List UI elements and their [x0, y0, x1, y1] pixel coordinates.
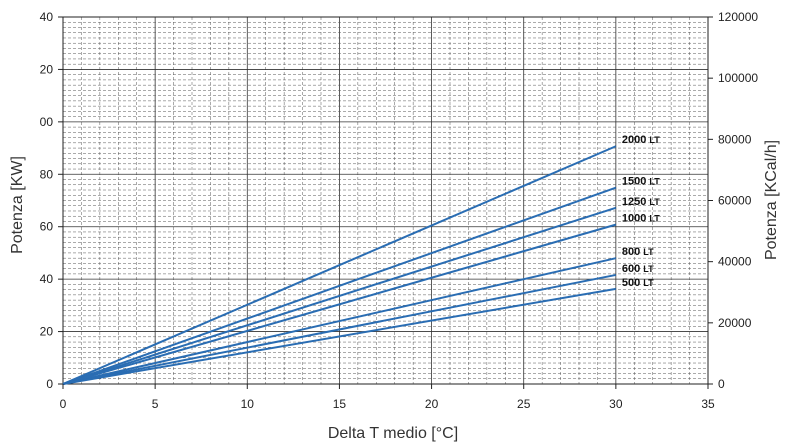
series-line-800: [62, 257, 617, 385]
y-tick-label: 00: [40, 115, 54, 129]
y2-tick-label: 100000: [718, 71, 758, 85]
y2-tick-label: 80000: [718, 132, 752, 146]
series-labels: 2000 LT 1500 LT 1250 LT 1000 LT 800 LT 600 LT…: [622, 134, 660, 289]
y2-tick-label: 0: [718, 377, 725, 391]
series-label-unit: LT: [643, 278, 654, 288]
x-tick-labels: 0 5 10 15 20 25 30 35: [60, 384, 715, 411]
series-line-1250: [62, 206, 617, 385]
series-label-1000: 1000 LT: [622, 213, 660, 225]
y2-tick-labels: 0 20000 40000 60000 80000 100000 120000: [708, 10, 758, 391]
series-label-unit: LT: [649, 214, 660, 224]
y-axis-title: Potenza [KW]: [9, 156, 26, 254]
series-lines: [62, 145, 617, 385]
series-line-600: [62, 273, 617, 385]
series-label-unit: LT: [649, 177, 660, 187]
series-label-1500: 1500 LT: [622, 176, 660, 188]
series-label-unit: LT: [649, 197, 660, 207]
x-tick-label: 10: [241, 397, 255, 411]
x-tick-label: 5: [152, 397, 159, 411]
x-tick-label: 25: [517, 397, 531, 411]
series-label-800: 800 LT: [622, 246, 654, 258]
y-tick-label: 20: [40, 62, 54, 76]
series-label-unit: LT: [649, 135, 660, 145]
x-tick-label: 35: [701, 397, 715, 411]
y2-axis-title: Potenza [KCal/h]: [763, 140, 780, 260]
series-line-1500: [62, 186, 617, 385]
series-line-2000: [62, 145, 617, 385]
series-line-1000: [62, 223, 617, 385]
series-label-2000: 2000 LT: [622, 134, 660, 146]
grid: [63, 17, 708, 384]
y-tick-label: 0: [46, 377, 53, 391]
x-tick-label: 30: [609, 397, 623, 411]
y-tick-label: 20: [40, 325, 54, 339]
y-tick-labels: 0 20 40 60 80 00 20 40: [40, 10, 63, 391]
y2-tick-label: 60000: [718, 194, 752, 208]
series-label-500: 500 LT: [622, 277, 654, 289]
y2-tick-label: 120000: [718, 10, 758, 24]
series-line-500: [62, 287, 617, 385]
series-label-1250: 1250 LT: [622, 196, 660, 208]
y2-tick-label: 20000: [718, 316, 752, 330]
x-tick-label: 15: [333, 397, 347, 411]
x-axis-title: Delta T medio [°C]: [328, 425, 458, 442]
y-tick-label: 40: [40, 10, 54, 24]
x-tick-label: 20: [425, 397, 439, 411]
y2-tick-label: 40000: [718, 255, 752, 269]
series-label-unit: LT: [643, 247, 654, 257]
y-tick-label: 80: [40, 167, 54, 181]
series-label-unit: LT: [643, 264, 654, 274]
x-tick-label: 0: [60, 397, 67, 411]
series-label-600: 600 LT: [622, 263, 654, 275]
y-tick-label: 60: [40, 220, 54, 234]
y-tick-label: 40: [40, 272, 54, 286]
